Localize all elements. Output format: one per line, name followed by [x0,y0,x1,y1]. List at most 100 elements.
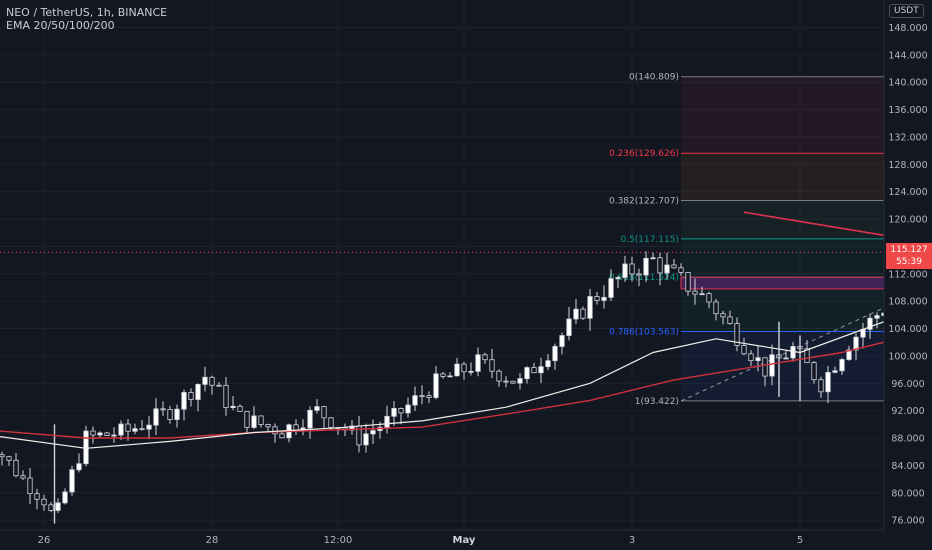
y-tick-label: 112.000 [888,269,927,280]
candle-body [6,456,12,461]
x-tick-label: 5 [797,535,803,546]
fib-zone [681,331,884,401]
candle-body [251,415,257,428]
candle-body [790,346,796,359]
y-tick-label: 92.000 [891,406,924,417]
last-price-tag: 115.127 55:39 [886,243,932,269]
candle-body [783,357,789,360]
candle-body [139,428,145,431]
candle-body [573,308,579,320]
candle-body [0,454,5,458]
candle-body [594,296,600,301]
candle-body [503,380,509,383]
candle-body [188,392,194,400]
y-tick-label: 136.000 [888,105,927,116]
candle-body [174,408,180,420]
fib-level-label: 0.236(129.626) [609,149,679,159]
candle-body [727,316,733,324]
candle-body [832,370,838,373]
candle-body [678,267,684,273]
candle-body [216,384,222,387]
candle-body [601,296,607,301]
candle-body [615,277,621,280]
candle-body [818,379,824,393]
candle-body [167,409,173,420]
fib-level-label: 0(140.809) [629,73,679,83]
candle-body [13,459,19,477]
y-tick-label: 132.000 [888,132,927,143]
candle-body [76,463,82,471]
candle-body [307,409,313,429]
candle-body [636,273,642,276]
candle-body [755,357,761,362]
candle-body [391,408,397,417]
candle-body [538,366,544,374]
last-price-value: 115.127 [890,245,928,255]
indicator-legend[interactable]: EMA 20/50/100/200 [6,19,115,32]
currency-label[interactable]: USDT [889,4,924,18]
candle-body [510,380,516,384]
candle-body [405,404,411,414]
candle-body [454,363,460,377]
candle-body [195,384,201,400]
support-zone [680,276,884,290]
candle-body [244,410,250,428]
candle-body [713,301,719,315]
candle-body [825,371,831,393]
ema-red-line [0,341,884,439]
candle-body [440,373,446,377]
y-tick-label: 80.000 [891,488,924,499]
candle-body [853,336,859,351]
candle-body [202,376,208,385]
y-tick-label: 76.000 [891,516,924,527]
fib-level-label: 0.5(117.115) [620,235,679,245]
fib-level-label: 1(93.422) [635,397,679,407]
y-tick-label: 108.000 [888,297,927,308]
candle-body [692,290,698,295]
candle-body [20,475,26,479]
candle-body [685,272,691,292]
candle-body [608,278,614,298]
candle-body [524,367,530,380]
candle-body [650,257,656,260]
candle-body [111,434,117,437]
candle-body [370,430,376,435]
candle-body [839,359,845,372]
trendline [743,211,884,237]
y-tick-label: 88.000 [891,434,924,445]
candle-body [475,354,481,372]
candle-body [531,367,537,374]
candle-body [258,415,264,425]
candle-body [587,296,593,319]
candle-body [489,359,495,372]
candle-body [69,469,75,493]
candle-body [720,313,726,318]
candle-body [580,308,586,319]
y-tick-label: 120.000 [888,215,927,226]
candle-body [384,415,390,428]
candle-body [41,498,47,506]
candle-body [566,318,572,336]
x-tick-label: 28 [206,535,219,546]
ema-white-line [0,321,884,449]
fib-zone [681,200,884,239]
candle-body [734,323,740,346]
candle-body [146,424,152,430]
fib-zone [681,238,884,278]
candle-body [706,293,712,303]
candle-body [223,384,229,408]
candle-body [34,493,40,500]
candle-body [314,406,320,411]
candle-body [748,353,754,362]
candle-body [237,405,243,412]
candle-body [279,433,285,439]
y-tick-label: 100.000 [888,351,927,362]
symbol-title[interactable]: NEO / TetherUS, 1h, BINANCE [6,6,168,19]
fib-zone [681,153,884,201]
candle-body [419,395,425,398]
y-tick-label: 124.000 [888,187,927,198]
candle-body [272,426,278,435]
y-tick-label: 128.000 [888,160,927,171]
